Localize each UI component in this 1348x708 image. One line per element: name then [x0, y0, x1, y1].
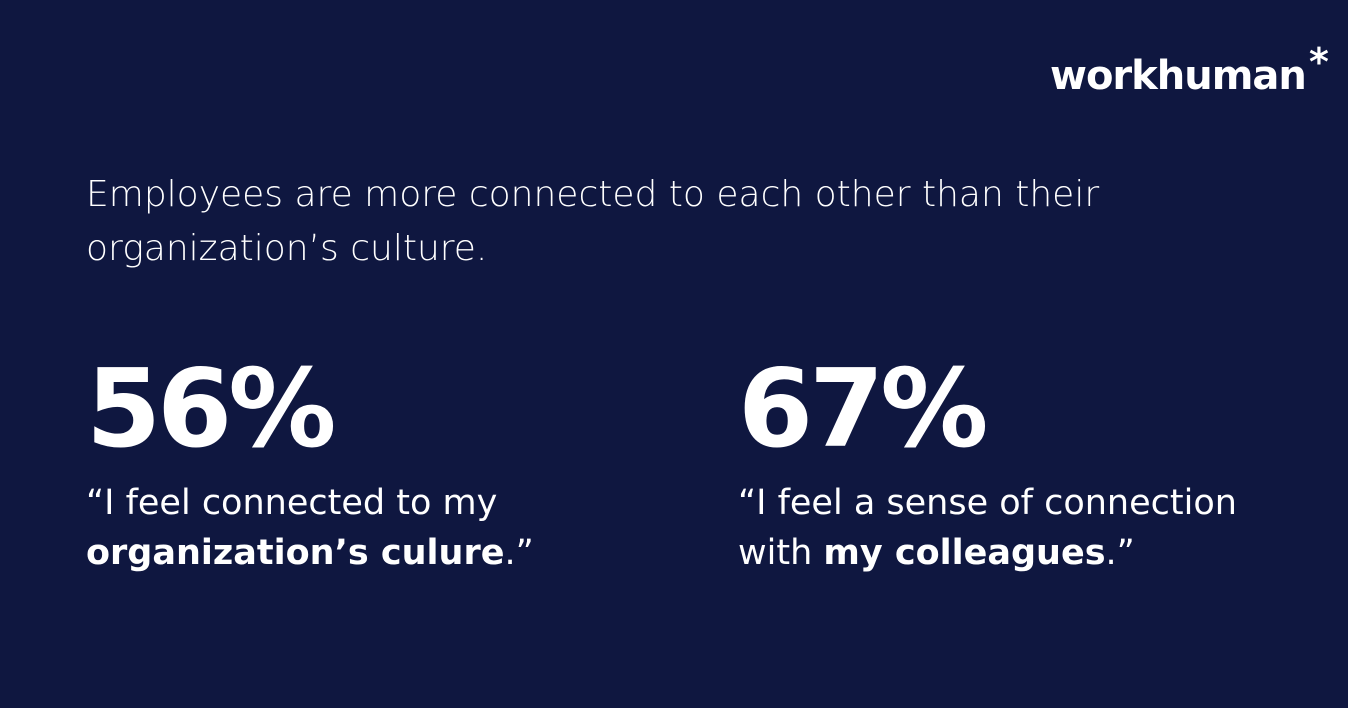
stat-quote: “I feel a sense of connection with my col…: [738, 478, 1237, 578]
workhuman-logo: workhuman *: [1050, 40, 1329, 100]
stat-value: 67%: [738, 347, 989, 472]
quote-close: .”: [504, 533, 534, 573]
quote-text-2: with: [738, 533, 824, 573]
quote-close: .”: [1105, 533, 1135, 573]
quote-bold: my colleagues: [823, 533, 1106, 573]
stat-value: 56%: [86, 347, 337, 472]
stat-culture: 56% “I feel connected to my organization…: [86, 350, 534, 578]
headline: Employees are more connected to each oth…: [86, 174, 1100, 269]
quote-text: “I feel connected to my: [86, 483, 498, 523]
stat-colleagues: 67% “I feel a sense of connection with my…: [738, 350, 1237, 578]
asterisk-icon: *: [1309, 40, 1329, 84]
quote-bold: organization’s culure: [86, 533, 505, 573]
stat-quote: “I feel connected to my organization’s c…: [86, 478, 534, 578]
quote-text: “I feel a sense of connection: [738, 483, 1237, 523]
logo-text: workhuman: [1050, 53, 1307, 99]
